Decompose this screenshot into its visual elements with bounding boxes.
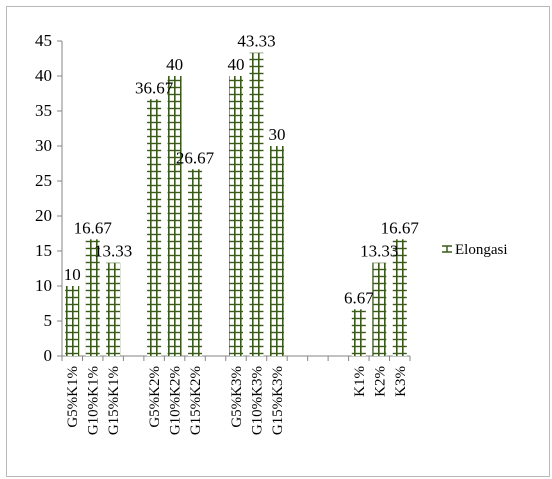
y-tick-label: 20	[35, 206, 52, 225]
category-label: G10%K3%	[249, 366, 265, 435]
category-label: G5%K2%	[147, 366, 163, 428]
category-labels: G5%K1% G10%K1% G15%K1% G5%K2% G10%K2% G15%K2%…	[65, 366, 409, 435]
data-label: 30	[268, 125, 285, 144]
data-label: 26.67	[176, 148, 215, 167]
category-label: G5%K3%	[229, 366, 245, 428]
y-tick-label: 5	[44, 311, 53, 330]
data-label: 6.67	[344, 288, 374, 307]
y-tick-label: 15	[35, 241, 52, 260]
axes: 0 5 10 15 20 25 30 35 40 45	[35, 31, 411, 365]
legend: Elongasi	[442, 242, 508, 258]
bar	[188, 169, 203, 356]
bar	[65, 286, 80, 356]
category-label: G10%K2%	[168, 366, 184, 435]
y-tick-label: 10	[35, 276, 52, 295]
y-tick-label: 35	[35, 101, 52, 120]
y-tick-label: 45	[35, 31, 52, 50]
bar	[147, 99, 162, 356]
data-label: 40	[166, 55, 183, 74]
data-label: 13.33	[360, 242, 398, 261]
bar	[106, 262, 121, 356]
bar	[269, 146, 284, 356]
legend-label: Elongasi	[455, 242, 508, 258]
category-label: K3%	[393, 366, 409, 397]
category-label: K1%	[352, 366, 368, 397]
bar	[392, 239, 407, 356]
data-label: 10	[64, 265, 81, 284]
data-label: 36.67	[135, 78, 174, 97]
data-label: 13.33	[94, 242, 132, 261]
y-tick-label: 0	[44, 346, 53, 365]
bar	[249, 52, 264, 356]
data-label: 43.33	[237, 32, 275, 51]
bars	[65, 52, 407, 356]
category-label: G15%K2%	[188, 366, 204, 435]
bar	[229, 76, 243, 356]
bar	[351, 309, 366, 356]
bar	[85, 239, 100, 356]
category-label: G5%K1%	[65, 366, 81, 428]
data-label: 16.67	[74, 218, 113, 237]
data-label: 40	[228, 55, 245, 74]
category-label: G10%K1%	[86, 366, 102, 435]
y-tick-label: 25	[35, 171, 52, 190]
bar	[167, 76, 182, 356]
data-label: 16.67	[381, 218, 420, 237]
bar	[372, 262, 387, 356]
category-label: G15%K3%	[270, 366, 286, 435]
data-labels: 10 16.67 13.33 36.67 40 26.67 40 43.33 30 6.67 13.…	[64, 32, 420, 308]
category-label: K2%	[372, 366, 388, 397]
y-tick-label: 40	[35, 66, 52, 85]
y-tick-label: 30	[35, 136, 52, 155]
category-label: G15%K1%	[106, 366, 122, 435]
